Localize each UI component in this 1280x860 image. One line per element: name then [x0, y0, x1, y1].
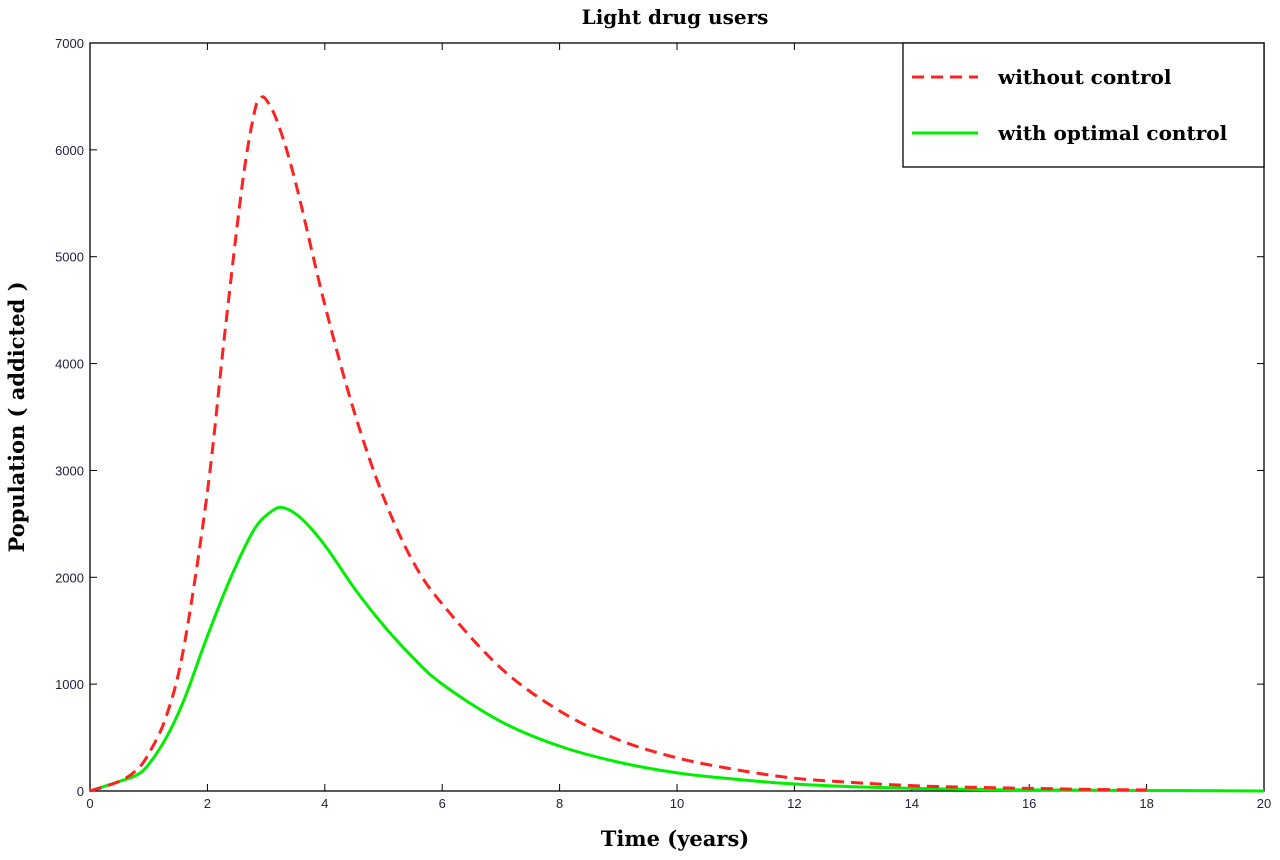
y-axis-ticks: 0 1000 2000 3000 4000 5000 6000 7000: [55, 36, 1264, 799]
x-tick-label: 4: [321, 796, 328, 811]
y-axis-label: Population ( addicted ): [4, 281, 29, 552]
x-tick-label: 2: [204, 796, 211, 811]
y-tick-label: 4000: [55, 357, 84, 372]
x-tick-label: 0: [86, 796, 93, 811]
y-tick-label: 0: [77, 784, 84, 799]
x-tick-label: 8: [556, 796, 563, 811]
chart-title: Light drug users: [582, 5, 769, 29]
legend: without control with optimal control: [902, 42, 1265, 168]
series-layer: [89, 95, 1265, 793]
x-tick-label: 16: [1022, 796, 1036, 811]
x-tick-label: 12: [787, 796, 801, 811]
y-tick-label: 3000: [55, 463, 84, 478]
y-tick-label: 5000: [55, 250, 84, 265]
x-axis-label: Time (years): [601, 826, 749, 851]
series-line-with-optimal-control: [89, 505, 1265, 793]
legend-label-without-control: without control: [997, 65, 1172, 89]
x-tick-label: 6: [439, 796, 446, 811]
y-tick-label: 6000: [55, 143, 84, 158]
y-tick-label: 2000: [55, 570, 84, 585]
legend-box: [902, 42, 1265, 168]
legend-label-with-optimal-control: with optimal control: [997, 121, 1228, 145]
series-line-without-control: [89, 95, 1147, 793]
plot-area: [89, 42, 1265, 792]
x-tick-label: 18: [1139, 796, 1153, 811]
x-tick-label: 14: [905, 796, 919, 811]
y-tick-label: 7000: [55, 36, 84, 51]
y-tick-label: 1000: [55, 677, 84, 692]
x-axis-ticks: 0 2 4 6 8 10 12 14 16 18 20: [86, 43, 1271, 811]
x-tick-label: 10: [670, 796, 684, 811]
x-tick-label: 20: [1257, 796, 1271, 811]
